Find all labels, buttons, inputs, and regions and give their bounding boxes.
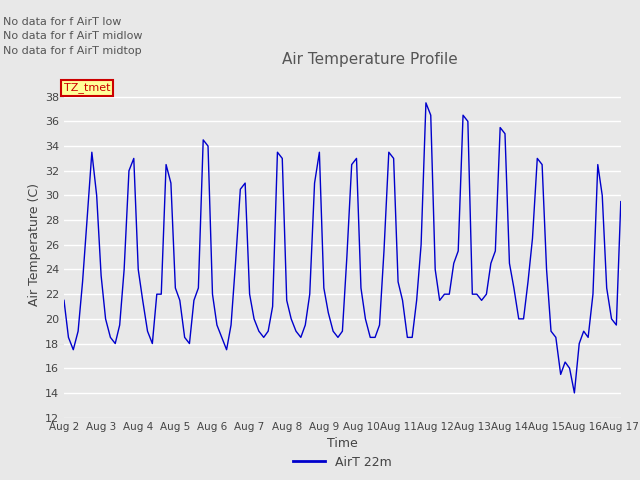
Text: No data for f AirT midlow: No data for f AirT midlow <box>3 31 143 41</box>
Legend: AirT 22m: AirT 22m <box>289 451 396 474</box>
Text: No data for f AirT low: No data for f AirT low <box>3 17 122 27</box>
Y-axis label: Air Temperature (C): Air Temperature (C) <box>28 183 41 306</box>
Title: Air Temperature Profile: Air Temperature Profile <box>282 52 458 67</box>
Text: TZ_tmet: TZ_tmet <box>64 83 111 93</box>
X-axis label: Time: Time <box>327 437 358 450</box>
Text: No data for f AirT midtop: No data for f AirT midtop <box>3 46 142 56</box>
